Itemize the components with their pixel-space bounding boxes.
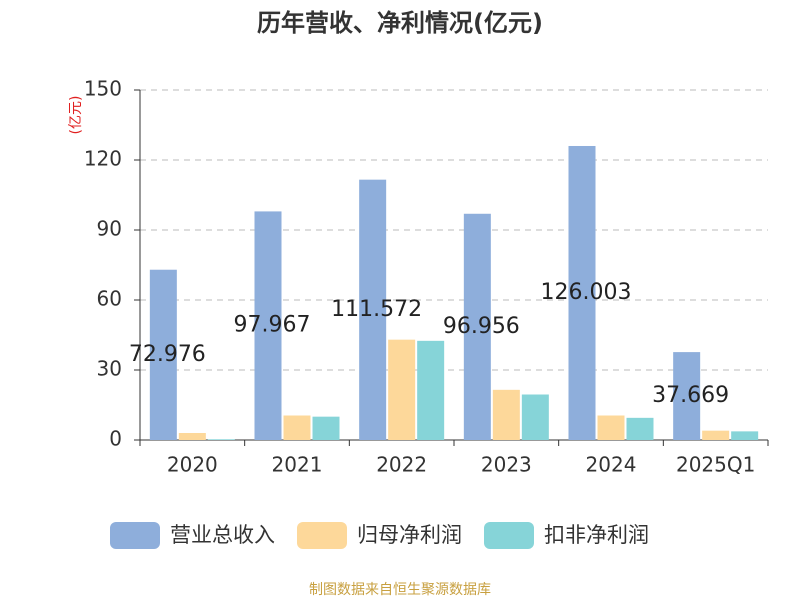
x-tick-label: 2024 [586,453,637,477]
y-tick-label: 0 [109,427,122,451]
source-note: 制图数据来自恒生聚源数据库 [309,582,491,598]
y-tick-label: 60 [97,287,122,311]
bar [283,415,311,440]
legend-label: 归母净利润 [357,523,462,547]
legend-label: 扣非净利润 [544,523,649,547]
bar [417,340,445,440]
legend-swatch [297,522,347,549]
bar [388,339,416,440]
y-tick-label: 30 [97,357,122,381]
bar [731,431,759,440]
y-tick-label: 150 [84,77,122,101]
x-tick-label: 2020 [167,453,218,477]
value-label: 111.572 [331,297,422,322]
y-tick-label: 90 [97,217,122,241]
x-tick-label: 2022 [376,453,427,477]
bar [312,416,340,440]
x-tick-label: 2023 [481,453,532,477]
bar [521,394,549,440]
bar [463,213,491,440]
legend-swatch [110,522,160,549]
legend-swatch [484,522,534,549]
bar [149,269,177,440]
bar [597,415,625,440]
chart-title: 历年营收、净利情况(亿元) [257,9,543,37]
y-axis-label: (亿元) [68,96,84,135]
bar [254,211,282,440]
value-label: 37.669 [652,383,729,408]
bar [178,433,206,440]
y-tick-label: 120 [84,147,122,171]
value-label: 97.967 [234,313,311,338]
x-tick-label: 2025Q1 [676,453,755,477]
x-tick-label: 2021 [272,453,323,477]
value-label: 72.976 [129,342,206,367]
value-label: 126.003 [541,280,632,305]
bar [359,179,387,440]
bar [626,417,654,440]
bar [702,430,730,440]
bar [673,352,701,440]
bar [492,389,520,440]
legend-label: 营业总收入 [170,523,275,547]
value-label: 96.956 [443,314,520,339]
bar [568,145,596,441]
bar [207,439,235,440]
